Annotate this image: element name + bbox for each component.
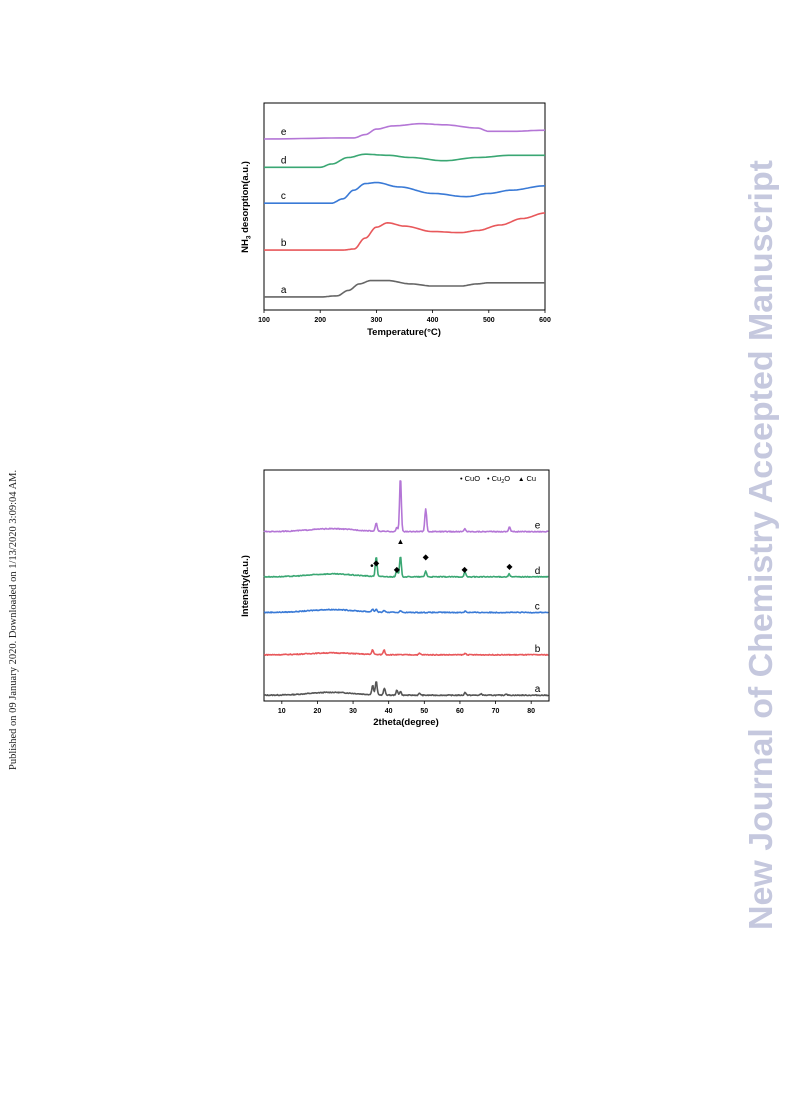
legend-cu2o-label-end: O: [504, 474, 510, 483]
legend-cuo-label: CuO: [465, 474, 481, 483]
chart2-y-axis-title: Intensity(a.u.): [240, 555, 251, 617]
chart2-series-c-line: [263, 608, 549, 614]
chart1-x-ticks: 100 200 300 400 500 600: [258, 310, 551, 324]
chart2-peak-marker: ◆: [394, 565, 401, 574]
chart1-plot-frame: [263, 102, 546, 311]
chart1-x-axis-title-main: Temperature(: [367, 327, 428, 338]
chart2-x-axis-title: 2theta(degree): [373, 717, 438, 728]
chart1-series-e-line: [263, 122, 546, 140]
chart1-series-d-label: d: [281, 155, 287, 166]
chart2-peak-markers: • ◆◆▲◆◆ ◆: [370, 537, 513, 574]
chart1-series-b-label: b: [281, 238, 287, 249]
chart2-x-tick-label: 60: [456, 708, 464, 715]
chart2-legend: • CuO • Cu2O ▲ Cu: [460, 474, 536, 485]
legend-cu-label: Cu: [526, 474, 536, 483]
side-note: Published on 09 January 2020. Downloaded…: [8, 470, 19, 770]
watermark: New Journal of Chemistry Accepted Manusc…: [742, 160, 779, 930]
chart1-x-axis-title: Temperature(°C): [367, 327, 441, 338]
legend-cu2o-marker: •: [487, 474, 490, 483]
chart2-series-b-line: [263, 649, 549, 656]
chart1-series-d-line: [264, 153, 545, 169]
chart2-x-tick-label: 80: [527, 708, 535, 715]
chart1-series-b-line: [264, 212, 546, 251]
chart1-x-tick-label: 500: [483, 317, 495, 324]
chart2-series-labels: a b c d e: [535, 521, 541, 696]
chart2-peak-marker: ◆: [373, 558, 380, 567]
chart1-x-axis-title-unit: °C): [427, 327, 441, 338]
chart2-x-tick-label: 10: [278, 708, 286, 715]
legend-cuo-marker: •: [460, 474, 463, 483]
watermark-text: New Journal of Chemistry Accepted Manusc…: [742, 160, 779, 930]
chart1-series: [263, 122, 546, 298]
chart2-peak-marker: ◆: [461, 565, 468, 574]
side-note-text: Published on 09 January 2020. Downloaded…: [8, 470, 19, 770]
chart1-x-tick-label: 600: [539, 317, 551, 324]
chart2-peak-marker: ◆: [423, 553, 430, 562]
chart2-series-d-label: d: [535, 566, 541, 577]
chart1-series-c-label: c: [281, 191, 286, 202]
chart2-x-tick-label: 20: [314, 708, 322, 715]
chart1-series-a-line: [264, 279, 545, 298]
chart1-series-c-line: [264, 181, 546, 204]
chart2-x-tick-label: 50: [420, 708, 428, 715]
chart2-plot-frame: [263, 469, 550, 702]
chart1-series-a-label: a: [281, 285, 287, 296]
chart1-x-tick-label: 300: [371, 317, 383, 324]
chart2-series-e-label: e: [535, 521, 541, 532]
chart1-series-labels: a b c d e: [281, 127, 287, 296]
chart1-series-e-label: e: [281, 127, 287, 138]
legend-item-cu2o: • Cu2O: [487, 474, 510, 485]
legend-cu2o-label-sub: 2: [501, 479, 504, 485]
chart2-series-b-label: b: [535, 644, 541, 655]
chart1-y-axis-title: NH3 desorption(a.u.): [240, 161, 253, 253]
legend-cu-marker: ▲: [518, 476, 524, 483]
chart1-x-tick-label: 100: [258, 317, 270, 324]
chart2-series-e-line: [263, 480, 549, 533]
chart2-series: [263, 480, 549, 697]
chart2-series-a-label: a: [535, 684, 541, 695]
chart2-peak-marker: ▲: [396, 537, 404, 546]
chart1-y-axis-title-suffix: desorption(a.u.): [240, 161, 251, 235]
legend-item-cuo: • CuO: [460, 474, 480, 483]
chart1-y-axis-title-prefix: NH: [240, 239, 251, 253]
chart2-peak-marker: ◆: [506, 562, 513, 571]
chart2-series-a-line: [263, 681, 549, 697]
chart2-x-ticks: 10 20 30 40 50 60 70 80: [278, 701, 535, 715]
chart1-x-tick-label: 200: [314, 317, 326, 324]
chart2-series-d-line: [263, 556, 549, 579]
chart2-series-c-label: c: [535, 601, 540, 612]
chart2-x-tick-label: 30: [349, 708, 357, 715]
chart1-y-axis-title-sub: 3: [246, 235, 253, 239]
chart2-peak-marker: •: [370, 561, 374, 572]
nh3-tpd-chart: 100 200 300 400 500 600 a b c d e Temperature(°C)…: [240, 102, 551, 338]
chart2-x-tick-label: 40: [385, 708, 393, 715]
chart1-x-tick-label: 400: [427, 317, 439, 324]
legend-cu2o-label-main: Cu: [492, 474, 502, 483]
chart2-x-tick-label: 70: [492, 708, 500, 715]
legend-item-cu: ▲ Cu: [518, 474, 536, 483]
